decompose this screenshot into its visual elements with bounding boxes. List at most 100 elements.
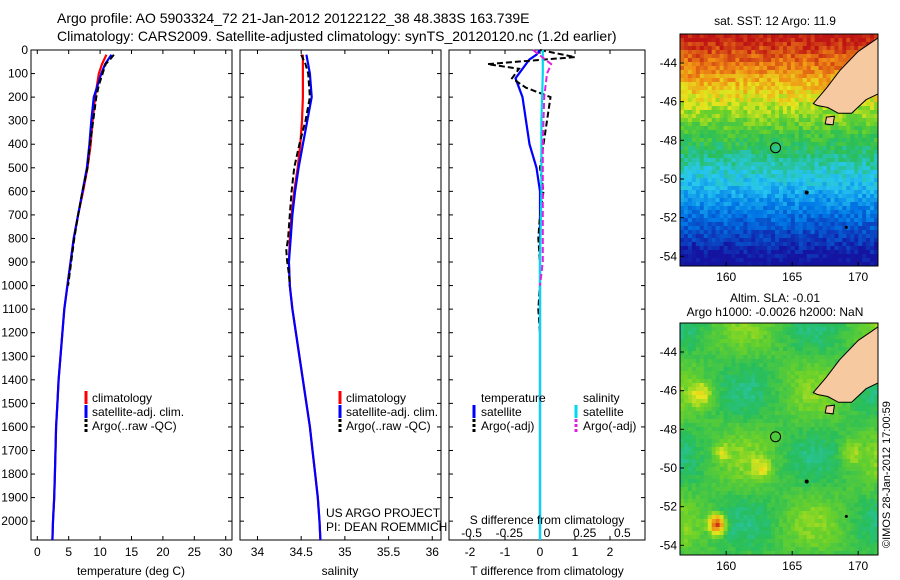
map-cell bbox=[779, 371, 784, 376]
map-cell bbox=[731, 78, 736, 83]
map-cell bbox=[759, 86, 764, 91]
map-cell bbox=[802, 399, 808, 404]
map-cell bbox=[826, 78, 831, 83]
map-cell bbox=[751, 178, 756, 183]
map-cell bbox=[715, 254, 721, 259]
map-cell bbox=[842, 142, 847, 147]
map-cell bbox=[782, 230, 788, 235]
map-cell bbox=[858, 150, 863, 155]
map-cell bbox=[790, 162, 796, 167]
map-cell bbox=[719, 198, 725, 203]
map-cell bbox=[715, 335, 721, 340]
map-cell bbox=[830, 194, 835, 199]
map-cell bbox=[695, 46, 701, 51]
map-cell bbox=[850, 150, 855, 155]
map-cell bbox=[775, 202, 780, 207]
map-cell bbox=[775, 42, 780, 47]
map-cell bbox=[810, 74, 816, 79]
map-cell bbox=[699, 110, 705, 115]
map-cell bbox=[731, 114, 736, 119]
map-cell bbox=[846, 246, 851, 251]
map-cell bbox=[711, 66, 717, 71]
map-cell bbox=[858, 455, 863, 460]
map-cell bbox=[683, 54, 689, 59]
map-cell bbox=[707, 234, 713, 239]
map-cell bbox=[691, 114, 697, 119]
map-cell bbox=[850, 38, 855, 43]
map-cell bbox=[707, 383, 713, 388]
map-cell bbox=[826, 327, 831, 332]
map-cell bbox=[723, 339, 729, 344]
map-cell bbox=[802, 343, 808, 348]
y-tick-label: 1400 bbox=[1, 373, 28, 387]
map-cell bbox=[874, 98, 879, 103]
map-cell bbox=[806, 38, 812, 43]
map-cell bbox=[802, 250, 808, 255]
map-cell bbox=[759, 234, 764, 239]
map-cell bbox=[782, 246, 788, 251]
map-cell bbox=[703, 162, 709, 167]
map-cell bbox=[711, 355, 717, 360]
map-cell bbox=[715, 142, 721, 147]
map-cell bbox=[826, 262, 831, 267]
map-cell bbox=[763, 371, 768, 376]
map-cell bbox=[751, 114, 756, 119]
map-cell bbox=[743, 347, 748, 352]
map-cell bbox=[842, 435, 847, 440]
map-cell bbox=[711, 238, 717, 243]
map-cell bbox=[767, 166, 772, 171]
map-cell bbox=[838, 178, 843, 183]
map-cell bbox=[794, 118, 800, 123]
map-cell bbox=[790, 194, 796, 199]
map-cell bbox=[735, 50, 740, 55]
map-cell bbox=[751, 90, 756, 95]
map-cell bbox=[707, 90, 713, 95]
map-cell bbox=[759, 323, 764, 328]
map-cell bbox=[715, 355, 721, 360]
map-cell bbox=[727, 367, 732, 372]
map-cell bbox=[782, 50, 788, 55]
map-cell bbox=[759, 210, 764, 215]
map-cell bbox=[798, 50, 804, 55]
map-cell bbox=[695, 34, 701, 39]
map-cell bbox=[751, 359, 756, 364]
map-cell bbox=[719, 383, 725, 388]
x-tick-label: 35.5 bbox=[377, 545, 401, 559]
map-cell bbox=[870, 202, 875, 207]
map-cell bbox=[731, 455, 736, 460]
map-cell bbox=[715, 423, 721, 428]
map-cell bbox=[727, 230, 732, 235]
map-cell bbox=[743, 154, 748, 159]
map-cell bbox=[834, 355, 839, 360]
map-cell bbox=[782, 359, 788, 364]
map-cell bbox=[862, 138, 867, 143]
map-cell bbox=[759, 190, 764, 195]
map-cell bbox=[834, 178, 839, 183]
map-cell bbox=[735, 427, 740, 432]
map-cell bbox=[755, 46, 760, 51]
map-cell bbox=[739, 210, 744, 215]
y-tick-label: 900 bbox=[8, 255, 28, 269]
map-cell bbox=[779, 62, 784, 67]
map-cell bbox=[775, 323, 780, 328]
map-cell bbox=[866, 407, 871, 412]
map-cell bbox=[699, 194, 705, 199]
map-cell bbox=[731, 94, 736, 99]
map-cell bbox=[830, 202, 835, 207]
map-cell bbox=[818, 415, 824, 420]
map-cell bbox=[719, 327, 725, 332]
map-cell bbox=[763, 467, 768, 472]
map-cell bbox=[771, 154, 776, 159]
map-cell bbox=[802, 202, 808, 207]
map-cell bbox=[767, 391, 772, 396]
map-cell bbox=[707, 42, 713, 47]
map-cell bbox=[691, 391, 697, 396]
map-cell bbox=[695, 242, 701, 247]
map-cell bbox=[830, 206, 835, 211]
map-cell bbox=[846, 138, 851, 143]
map-cell bbox=[759, 363, 764, 368]
map-cell bbox=[747, 335, 752, 340]
map-cell bbox=[794, 262, 800, 267]
map-cell bbox=[858, 106, 863, 111]
map-cell bbox=[786, 359, 792, 364]
